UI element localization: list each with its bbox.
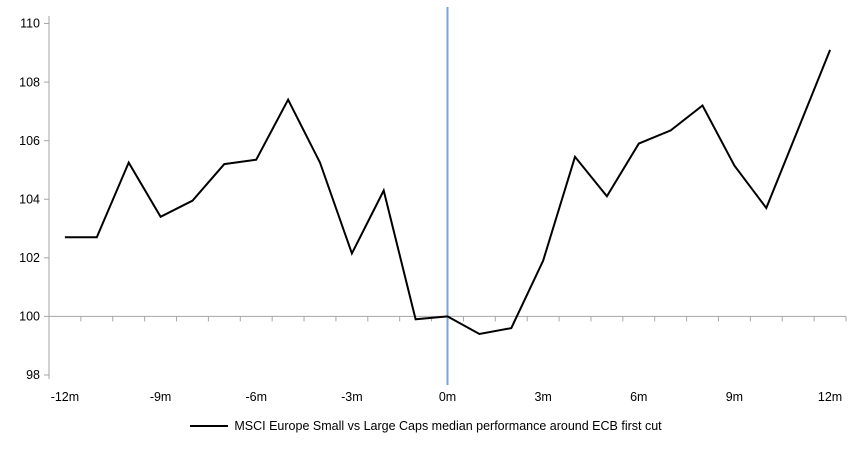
x-tick-label: -9m	[150, 390, 172, 404]
x-tick-label: 0m	[439, 390, 456, 404]
x-tick-label: 6m	[630, 390, 647, 404]
chart-legend: MSCI Europe Small vs Large Caps median p…	[0, 419, 852, 433]
x-tick-label: 9m	[726, 390, 743, 404]
y-tick-label: 98	[26, 368, 40, 382]
y-tick-label: 104	[19, 192, 40, 206]
legend-label: MSCI Europe Small vs Large Caps median p…	[234, 419, 662, 433]
legend-line-swatch	[190, 425, 229, 427]
series-line	[64, 49, 832, 336]
y-tick-label: 108	[19, 75, 40, 89]
x-tick-label: 12m	[818, 390, 842, 404]
y-tick-label: 102	[19, 251, 40, 265]
y-tick-label: 106	[19, 134, 40, 148]
x-tick-label: 3m	[534, 390, 551, 404]
y-tick-label: 110	[20, 17, 40, 31]
y-tick-label: 100	[19, 310, 40, 324]
x-tick-label: -12m	[51, 390, 79, 404]
x-tick-label: -6m	[245, 390, 267, 404]
x-tick-label: -3m	[341, 390, 363, 404]
